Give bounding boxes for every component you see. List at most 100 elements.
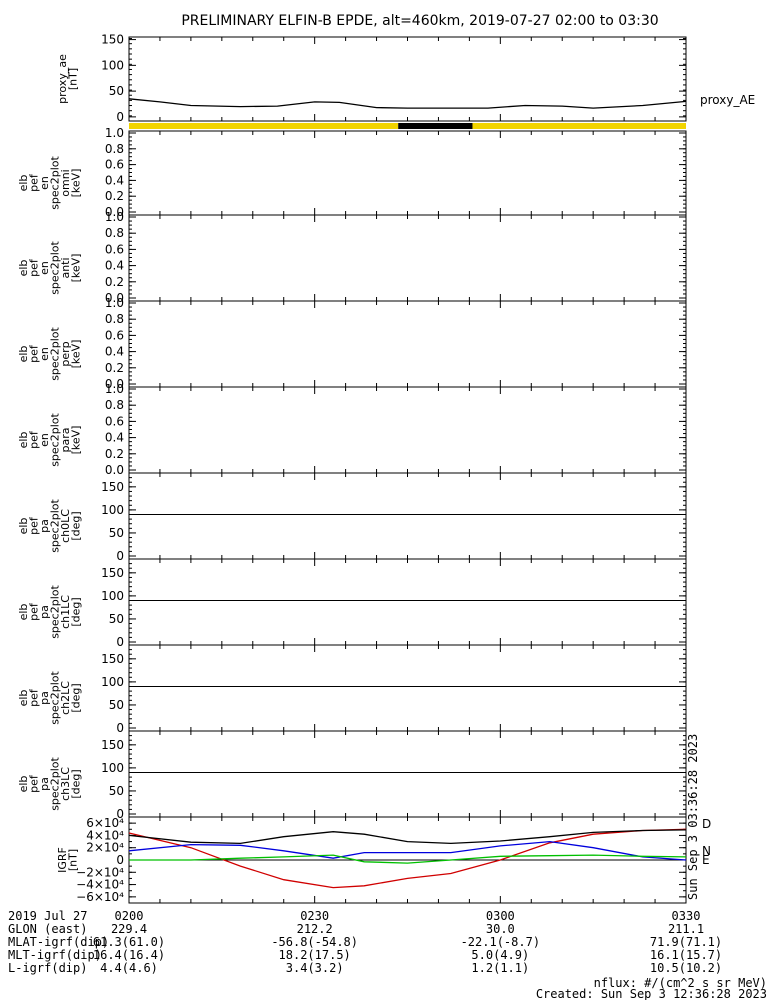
panel-ch2LC-ylabel-line: spec2plot bbox=[48, 671, 61, 725]
orbit-value-mlat-1: -56.8(-54.8) bbox=[271, 935, 358, 949]
panel-ch1LC-ylabel-line: pef bbox=[27, 602, 40, 621]
proxy-ae-ytick-label: 150 bbox=[101, 33, 124, 47]
panel-ch0LC-ytick-label: 0 bbox=[116, 549, 124, 563]
panel-ch3LC-ylabel-line: elb bbox=[17, 776, 30, 793]
panel-ch3LC-ytick-label: 100 bbox=[101, 761, 124, 775]
panel-para-ylabel-line: elb bbox=[17, 432, 30, 449]
orbit-label-mlat: MLAT-igrf(dip) bbox=[8, 935, 109, 949]
orbit-bar-segment-2 bbox=[472, 123, 686, 129]
panel-para-ytick-label: 0.6 bbox=[105, 414, 124, 428]
panel-anti-ylabel-line: [keV] bbox=[69, 254, 82, 283]
panel-anti-ytick-label: 0.0 bbox=[105, 291, 124, 305]
panel-ch0LC-ylabel-line: [deg] bbox=[69, 511, 82, 540]
panel-ch1LC-ylabel-line: elb bbox=[17, 604, 30, 621]
panel-anti-ytick-label: 1.0 bbox=[105, 210, 124, 224]
proxy-ae-ytick-label: 50 bbox=[109, 84, 124, 98]
orbit-value-l-0: 4.4(4.6) bbox=[100, 961, 158, 975]
panel-perp-ytick-label: 0.8 bbox=[105, 312, 124, 326]
orbit-value-glon-1: 212.2 bbox=[297, 922, 333, 936]
panel-ch3LC-ylabel-line: pef bbox=[27, 774, 40, 793]
igrf-legend-n: N bbox=[702, 844, 711, 858]
panel-anti-ytick-label: 0.6 bbox=[105, 242, 124, 256]
panel-ch0LC-ylabel-line: spec2plot bbox=[48, 499, 61, 553]
panel-anti-ylabel-line: spec2plot bbox=[48, 241, 61, 295]
orbit-value-mlat-2: -22.1(-8.7) bbox=[461, 935, 540, 949]
panel-perp-ylabel-line: perp bbox=[59, 341, 72, 366]
panel-ch2LC-ytick-label: 50 bbox=[109, 698, 124, 712]
proxy-ae-line bbox=[128, 98, 687, 109]
panel-para-ylabel-line: spec2plot bbox=[48, 413, 61, 467]
panel-ch0LC-ylabel-line: elb bbox=[17, 518, 30, 535]
panel-para-ylabel-line: [keV] bbox=[69, 426, 82, 455]
nflux-units-note: nflux: #/(cm^2 s sr MeV) bbox=[594, 976, 767, 990]
igrf-series-n-line bbox=[128, 840, 687, 861]
panel-omni-ytick-label: 0.4 bbox=[105, 173, 124, 187]
igrf-ytick-label: 0 bbox=[116, 853, 124, 867]
panel-perp-ylabel-line: elb bbox=[17, 346, 30, 363]
panel-ch2LC-ylabel-line: elb bbox=[17, 690, 30, 707]
orbit-value-mlt-1: 18.2(17.5) bbox=[279, 948, 351, 962]
orbit-value-l-3: 10.5(10.2) bbox=[650, 961, 722, 975]
panel-ch3LC-frame bbox=[128, 730, 687, 818]
panel-para-frame bbox=[128, 386, 687, 474]
panel-ch3LC-ylabel-line: spec2plot bbox=[48, 757, 61, 811]
orbit-info-table: 2019 Jul 27 GLON (east) MLAT-igrf(dip) M… bbox=[8, 909, 722, 975]
orbit-value-glon-2: 30.0 bbox=[486, 922, 515, 936]
panel-ch2LC-ylabel-line: pa bbox=[38, 691, 51, 705]
panel-ch0LC-ytick-label: 150 bbox=[101, 480, 124, 494]
panel-ch3LC-ytick-label: 150 bbox=[101, 738, 124, 752]
panel-anti-ylabel-line: en bbox=[38, 261, 51, 275]
panel-ch3LC-ylabel-line: [deg] bbox=[69, 769, 82, 798]
igrf-legend-e: E bbox=[702, 853, 710, 867]
panel-para-ytick-label: 0.4 bbox=[105, 431, 124, 445]
igrf-ytick-label: 2×10⁴ bbox=[86, 841, 124, 855]
panel-ch2LC-ylabel-line: [deg] bbox=[69, 683, 82, 712]
panel-para-ytick-label: 0.0 bbox=[105, 463, 124, 477]
orbit-value-mlat-3: 71.9(71.1) bbox=[650, 935, 722, 949]
orbit-value-l-2: 1.2(1.1) bbox=[471, 961, 529, 975]
igrf-series-e-line bbox=[129, 854, 687, 864]
panel-omni-ytick-label: 1.0 bbox=[105, 126, 124, 140]
panel-anti-ylabel-line: pef bbox=[27, 258, 40, 277]
panel-anti-ytick-label: 0.8 bbox=[105, 226, 124, 240]
panel-ch2LC-ylabel-line: pef bbox=[27, 688, 40, 707]
panel-perp-ytick-label: 1.0 bbox=[105, 296, 124, 310]
panel-ch0LC-ytick-label: 100 bbox=[101, 503, 124, 517]
panel-omni-ytick-label: 0.0 bbox=[105, 205, 124, 219]
orbit-label-mlt: MLT-igrf(dip) bbox=[8, 948, 102, 962]
panel-omni-ylabel-line: en bbox=[38, 176, 51, 190]
panel-ch2LC-frame bbox=[128, 644, 687, 732]
orbit-value-mlt-0: 16.4(16.4) bbox=[93, 948, 165, 962]
panel-omni-ylabel-line: elb bbox=[17, 175, 30, 192]
panel-ch1LC-ytick-label: 50 bbox=[109, 612, 124, 626]
panel-ch1LC-ytick-label: 100 bbox=[101, 589, 124, 603]
orbit-bar-segment-1 bbox=[398, 123, 473, 129]
side-timestamp: Sun Sep 3 03:36:28 2023 bbox=[686, 734, 700, 900]
orbit-value-time-1: 0230 bbox=[300, 909, 329, 923]
orbit-value-time-2: 0300 bbox=[486, 909, 515, 923]
panel-ch1LC-ylabel-line: ch1LC bbox=[59, 595, 72, 629]
panel-para-ylabel-line: pef bbox=[27, 430, 40, 449]
orbit-value-mlt-2: 5.0(4.9) bbox=[471, 948, 529, 962]
proxy-ae-ylabel-line: [nT] bbox=[66, 68, 79, 90]
orbit-value-time-0: 0200 bbox=[115, 909, 144, 923]
igrf-ylabel-line: [nT] bbox=[66, 849, 79, 871]
orbit-value-time-3: 0330 bbox=[672, 909, 701, 923]
proxy-ae-ylabel-line: proxy_ae bbox=[56, 54, 69, 104]
panel-anti-ytick-label: 0.4 bbox=[105, 259, 124, 273]
orbit-bar-segment-0 bbox=[129, 123, 399, 129]
panel-ch2LC-ytick-label: 150 bbox=[101, 652, 124, 666]
panel-para-ytick-label: 0.8 bbox=[105, 398, 124, 412]
panel-para-ytick-label: 0.2 bbox=[105, 447, 124, 461]
panel-anti-ylabel-line: elb bbox=[17, 260, 30, 277]
panel-perp-ylabel-line: en bbox=[38, 347, 51, 361]
panel-omni-ytick-label: 0.8 bbox=[105, 142, 124, 156]
proxy-ae-legend: proxy_AE bbox=[700, 93, 755, 107]
igrf-ytick-label: 6×10⁴ bbox=[86, 816, 124, 830]
panel-perp-ytick-label: 0.0 bbox=[105, 377, 124, 391]
panel-omni-frame bbox=[128, 130, 687, 216]
orbit-value-glon-3: 211.1 bbox=[668, 922, 704, 936]
igrf-series-d-line bbox=[128, 828, 687, 889]
panel-ch1LC-ytick-label: 0 bbox=[116, 635, 124, 649]
